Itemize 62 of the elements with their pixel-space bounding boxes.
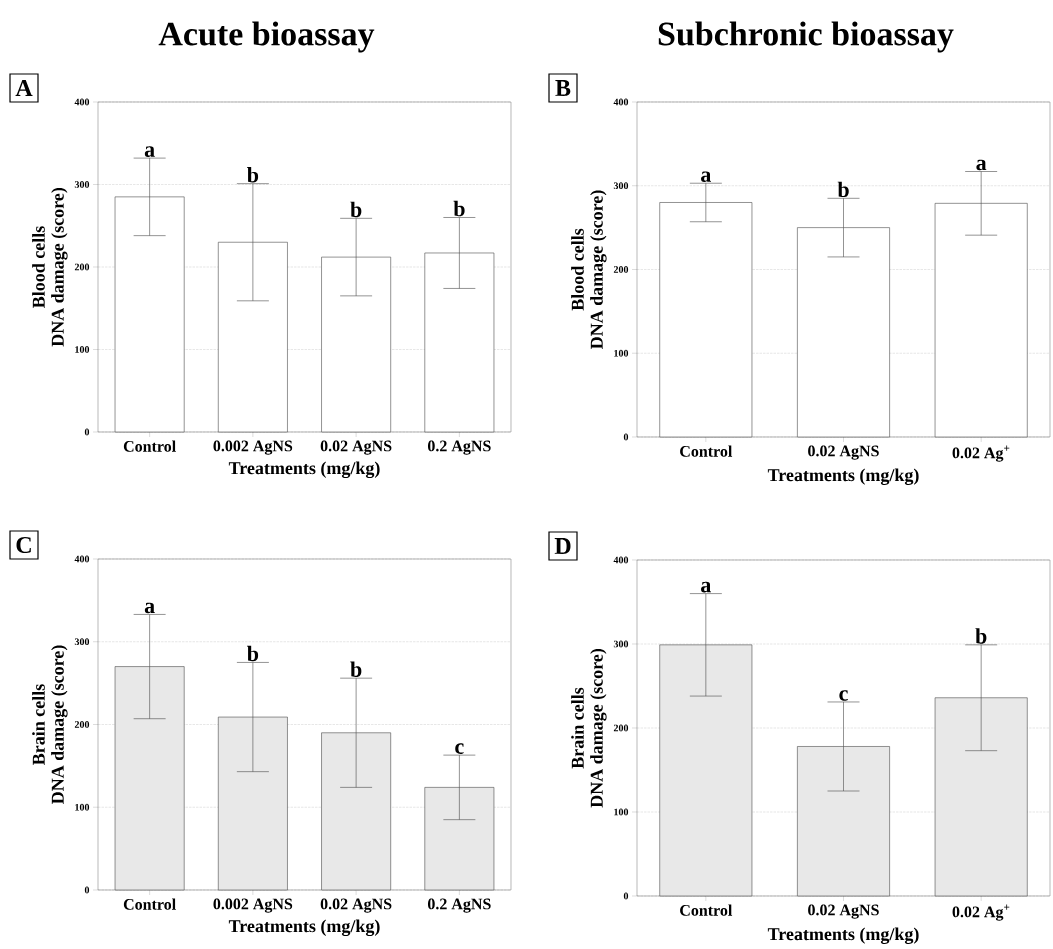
y-tick-label: 200 [74, 721, 90, 728]
x-axis-title: Treatments (mg/kg) [228, 461, 380, 479]
y-axis-title: Blood cells DNA damage (score) [32, 187, 68, 347]
x-tick-label: Control [123, 440, 176, 452]
y-axis-title: Blood cells DNA damage (score) [571, 190, 607, 349]
annotation: b [350, 201, 362, 218]
annotation: c [455, 743, 464, 754]
x-axis-title: Treatments (mg/kg) [228, 919, 380, 937]
y-axis-title: Brain cells DNA damage (score) [571, 648, 607, 808]
y-tick-label: 100 [75, 803, 90, 811]
y-tick-label: 200 [613, 266, 629, 273]
y-tick-label: 400 [74, 98, 90, 106]
x-tick-label: 0.02 AgNS [320, 898, 392, 913]
y-axis-title: Brain cells DNA damage (score) [32, 645, 68, 804]
x-tick-label: 0.02 Ag$^{+}$ [952, 445, 1010, 462]
x-tick-label: 0.02 AgNS [320, 440, 392, 455]
x-tick-label: 0.2 AgNS [427, 440, 491, 455]
annotation: b [350, 661, 362, 677]
x-tick-label: 0.02 AgNS [808, 904, 879, 919]
chart-subtitle: B [555, 80, 571, 96]
x-tick-label: 0.002 AgNS [213, 440, 293, 455]
annotation: a [976, 159, 987, 171]
y-tick-label: 300 [74, 638, 90, 646]
annotation: b [837, 181, 849, 198]
y-tick-label: 100 [75, 346, 90, 353]
x-tick-label: 0.002 AgNS [213, 898, 293, 913]
annotation: a [701, 581, 711, 593]
y-tick-label: 0 [623, 433, 629, 441]
chart-subtitle: A [15, 80, 33, 96]
annotation: a [144, 602, 155, 614]
x-tick-label: 0.02 Ag$^{+}$ [952, 904, 1010, 921]
y-tick-label: 400 [613, 98, 629, 106]
annotation: c [839, 690, 848, 701]
x-axis-title: Treatments (mg/kg) [767, 468, 919, 485]
annotation: b [247, 645, 259, 662]
y-tick-label: 300 [613, 182, 629, 190]
x-tick-label: Control [680, 445, 733, 457]
y-tick-label: 200 [74, 263, 90, 271]
x-axis-title: Treatments (mg/kg) [767, 927, 919, 944]
y-tick-label: 400 [74, 555, 90, 563]
x-tick-label: Control [123, 898, 176, 910]
y-tick-label: 0 [84, 428, 90, 436]
y-tick-label: 200 [613, 724, 629, 732]
y-tick-label: 0 [623, 892, 629, 900]
annotation: a [701, 171, 711, 183]
annotation: b [453, 200, 465, 217]
x-tick-label: Control [680, 904, 733, 916]
annotation: a [144, 146, 155, 157]
y-tick-label: 300 [74, 181, 90, 188]
y-tick-label: 100 [614, 808, 629, 816]
chart-subtitle: D [554, 538, 571, 554]
y-tick-label: 300 [613, 640, 629, 648]
chart-title: Acute bioassay [158, 21, 375, 53]
x-tick-label: 0.02 AgNS [808, 445, 879, 460]
y-tick-label: 400 [613, 556, 629, 564]
annotation: b [975, 628, 987, 644]
chart-title: Subchronic bioassay [658, 21, 954, 53]
annotation: b [247, 167, 259, 183]
y-tick-label: 0 [84, 886, 90, 894]
chart-subtitle: C [16, 536, 31, 554]
y-tick-label: 100 [614, 349, 629, 357]
x-tick-label: 0.2 AgNS [427, 898, 491, 913]
